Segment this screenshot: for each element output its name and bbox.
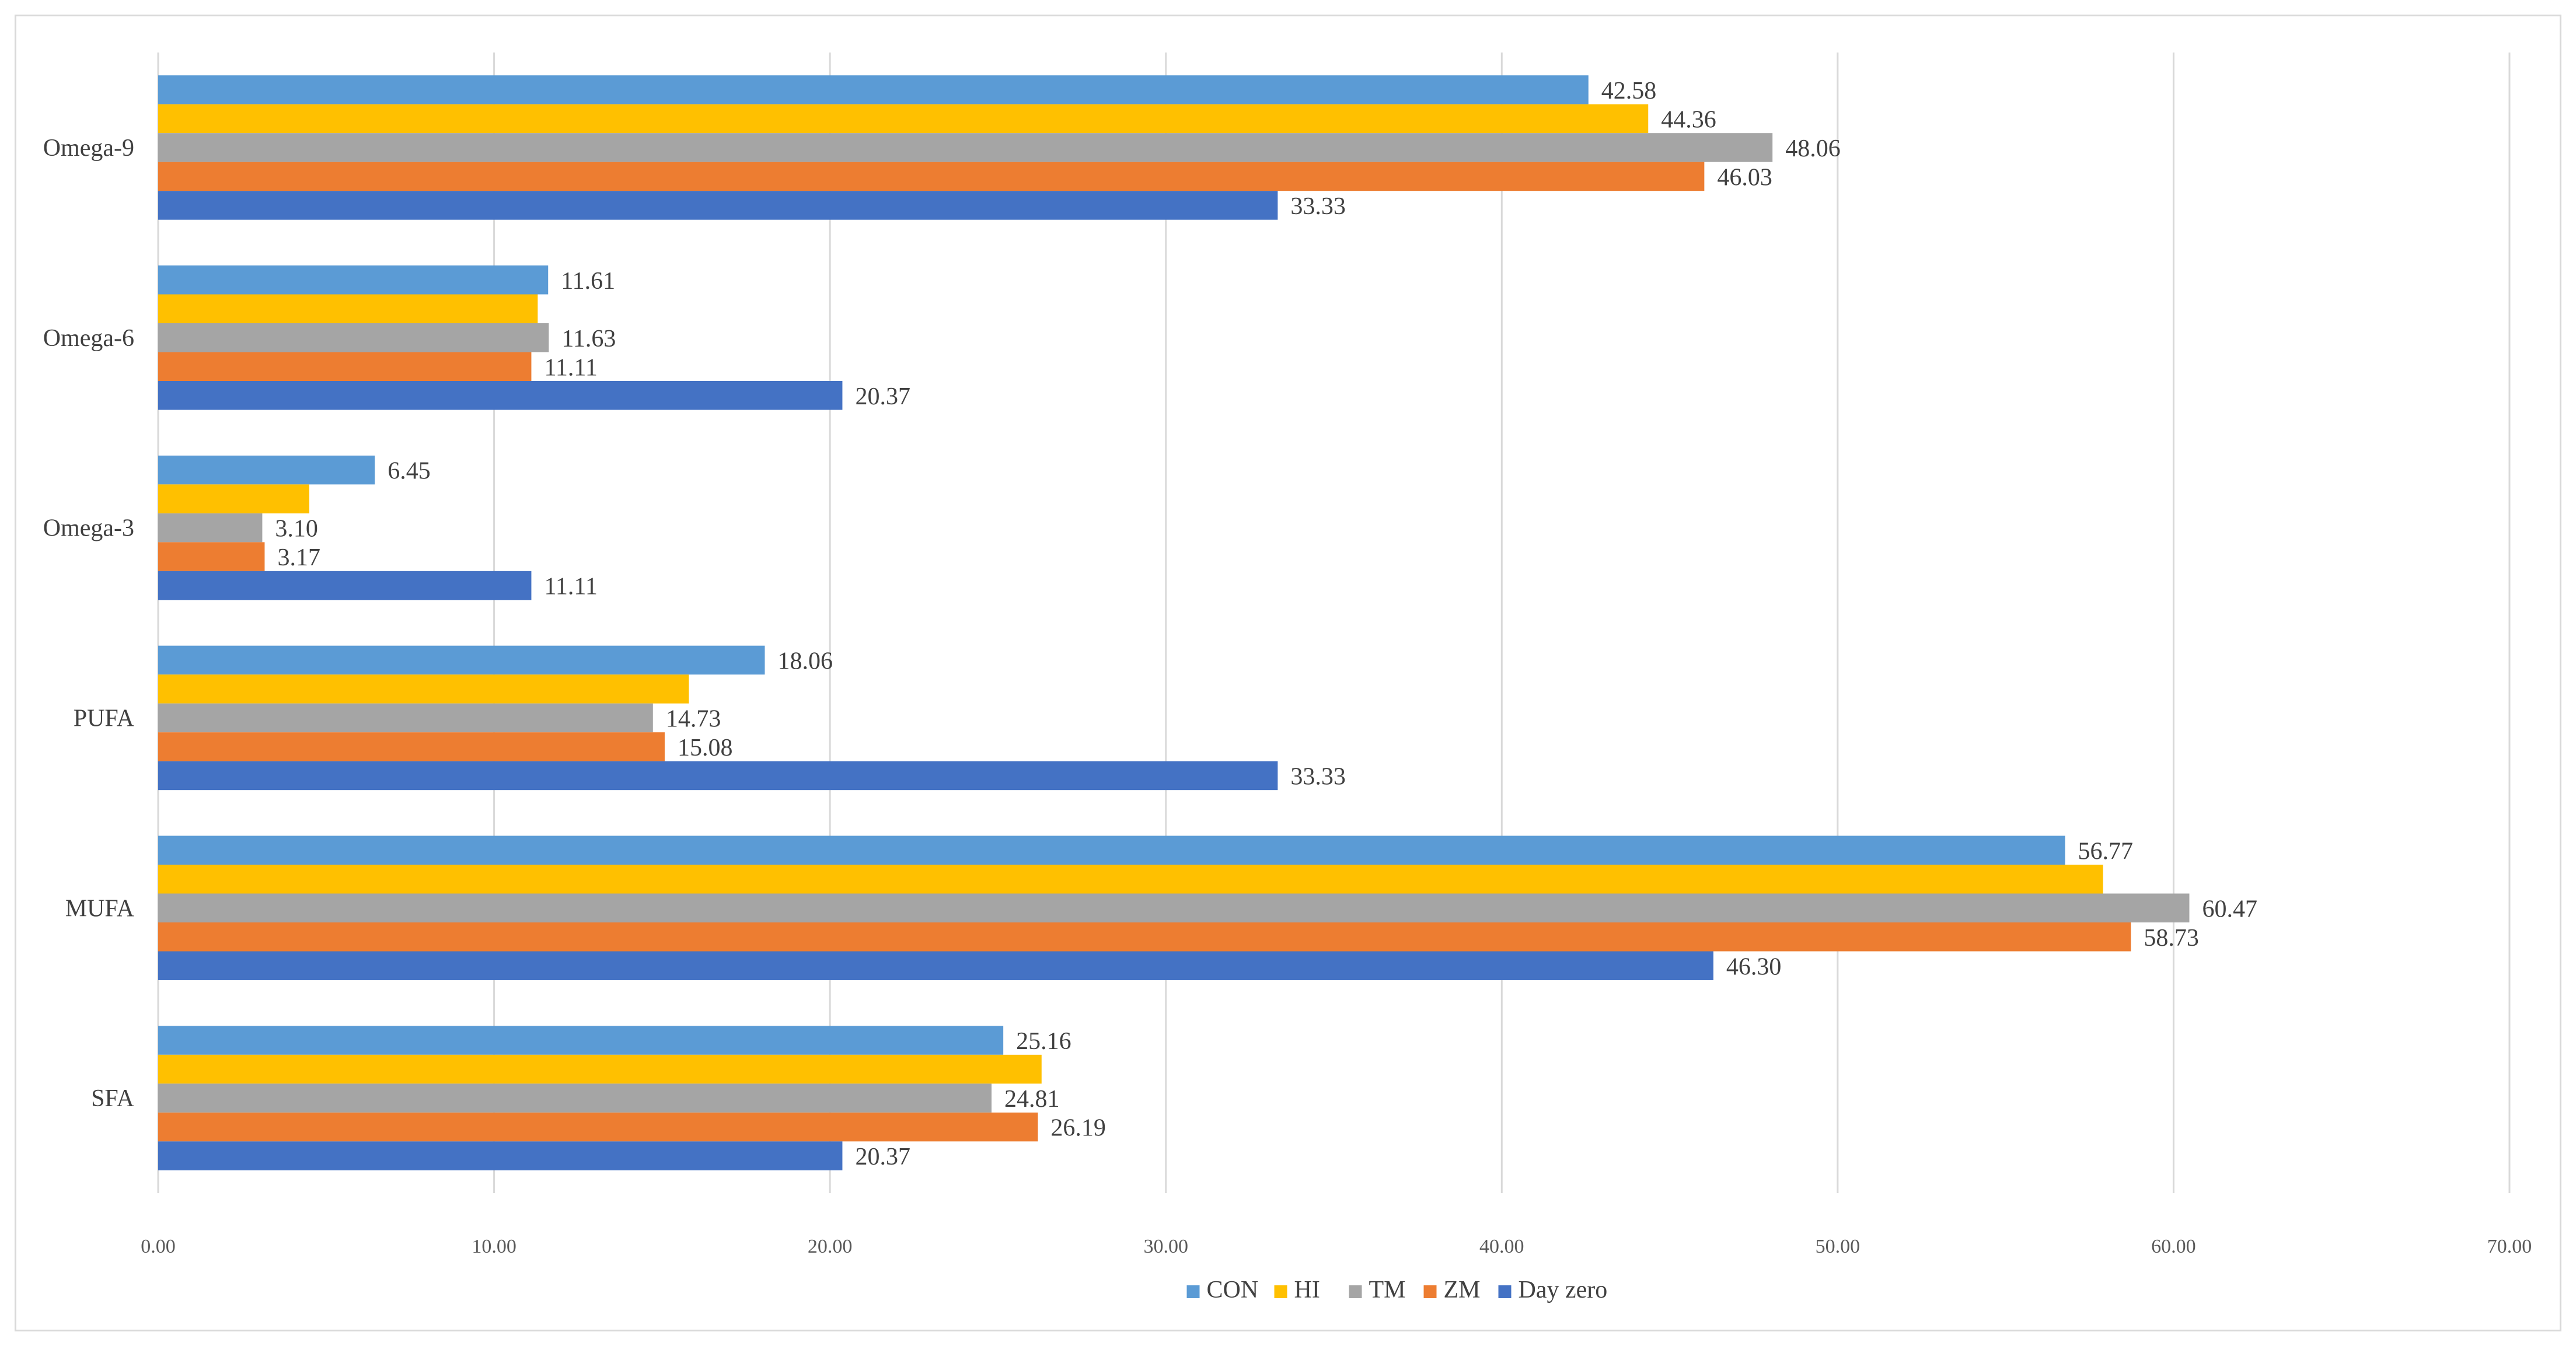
- data-label: 46.30: [1726, 953, 1782, 980]
- bar-zm: [158, 352, 532, 381]
- data-label: 20.37: [855, 383, 910, 410]
- legend: CON HI TM ZM Day zero: [1186, 1277, 1608, 1303]
- bar-day-zero: [158, 381, 843, 410]
- legend-label: ZM: [1444, 1277, 1481, 1303]
- legend-swatch: [1349, 1285, 1362, 1298]
- bar-zm: [158, 922, 2131, 952]
- x-tick-label: 20.00: [808, 1236, 853, 1257]
- bar-day-zero: [158, 951, 1713, 980]
- bar-tm: [158, 1083, 992, 1113]
- bar-hi: [158, 484, 310, 513]
- x-tick-label: 0.00: [141, 1236, 176, 1257]
- data-label: 18.06: [777, 648, 833, 674]
- data-label: 20.37: [855, 1144, 910, 1170]
- category-label: MUFA: [65, 895, 135, 922]
- data-label: 60.47: [2202, 896, 2257, 922]
- bar-tm: [158, 893, 2190, 922]
- data-label: 44.36: [1661, 106, 1716, 133]
- category-label: Omega-3: [43, 515, 134, 542]
- axes: 0.00 10.00 20.00 30.00 40.00 50.00 60.00 70.00 S…: [43, 135, 2532, 1257]
- legend-label: CON: [1207, 1277, 1259, 1303]
- bar-tm: [158, 323, 549, 352]
- legend-swatch: [1423, 1285, 1437, 1298]
- bar-hi: [158, 294, 538, 323]
- legend-swatch: [1498, 1285, 1512, 1298]
- x-tick-label: 30.00: [1143, 1236, 1188, 1257]
- data-label: 15.08: [678, 735, 733, 761]
- data-label: 48.06: [1785, 135, 1841, 162]
- data-label: 26.19: [1050, 1115, 1106, 1142]
- data-label: 11.63: [561, 326, 616, 352]
- bar-hi: [158, 1054, 1042, 1084]
- data-label: 58.73: [2144, 925, 2199, 952]
- bars: [158, 75, 2190, 1170]
- data-label: 33.33: [1290, 193, 1346, 220]
- bar-hi: [158, 674, 689, 704]
- legend-label: HI: [1294, 1277, 1320, 1303]
- gridlines: [157, 53, 2511, 1193]
- bar-zm: [158, 1112, 1038, 1142]
- bar-day-zero: [158, 761, 1278, 791]
- category-label: Omega-9: [43, 135, 134, 162]
- bar-day-zero: [158, 191, 1278, 220]
- bar-con: [158, 645, 765, 675]
- bar-tm: [158, 703, 653, 733]
- bar-con: [158, 265, 549, 295]
- data-label: 11.61: [561, 268, 615, 295]
- x-tick-label: 10.00: [472, 1236, 516, 1257]
- legend-label: TM: [1369, 1277, 1406, 1303]
- bar-hi: [158, 865, 2103, 894]
- legend-label: Day zero: [1519, 1277, 1608, 1303]
- x-tick-label: 50.00: [1816, 1236, 1861, 1257]
- data-label: 56.77: [2078, 838, 2134, 865]
- bar-con: [158, 75, 1589, 104]
- data-label: 14.73: [666, 705, 721, 732]
- data-label: 25.16: [1016, 1028, 1071, 1055]
- bar-zm: [158, 162, 1705, 191]
- bar-con: [158, 455, 375, 485]
- data-label: 6.45: [388, 458, 431, 485]
- data-label: 3.17: [277, 544, 320, 571]
- bar-hi: [158, 104, 1649, 134]
- bar-tm: [158, 513, 263, 543]
- bar-con: [158, 1026, 1004, 1055]
- x-tick-label: 70.00: [2487, 1236, 2532, 1257]
- data-label: 46.03: [1717, 164, 1772, 191]
- category-label: PUFA: [74, 705, 135, 732]
- category-label: Omega-6: [43, 325, 134, 352]
- data-label: 11.11: [544, 354, 597, 381]
- category-label: SFA: [91, 1085, 135, 1112]
- bar-con: [158, 835, 2065, 865]
- data-label: 3.10: [275, 516, 317, 543]
- x-tick-label: 60.00: [2151, 1236, 2196, 1257]
- bar-tm: [158, 133, 1773, 162]
- data-label: 33.33: [1290, 763, 1346, 790]
- data-label: 24.81: [1004, 1086, 1060, 1113]
- bar-zm: [158, 732, 665, 761]
- bar-day-zero: [158, 1141, 843, 1170]
- x-tick-label: 40.00: [1479, 1236, 1524, 1257]
- legend-swatch: [1186, 1285, 1200, 1298]
- bar-zm: [158, 542, 265, 571]
- data-label: 42.58: [1601, 78, 1657, 104]
- bar-day-zero: [158, 571, 532, 600]
- legend-swatch: [1274, 1285, 1287, 1298]
- data-label: 11.11: [544, 574, 597, 600]
